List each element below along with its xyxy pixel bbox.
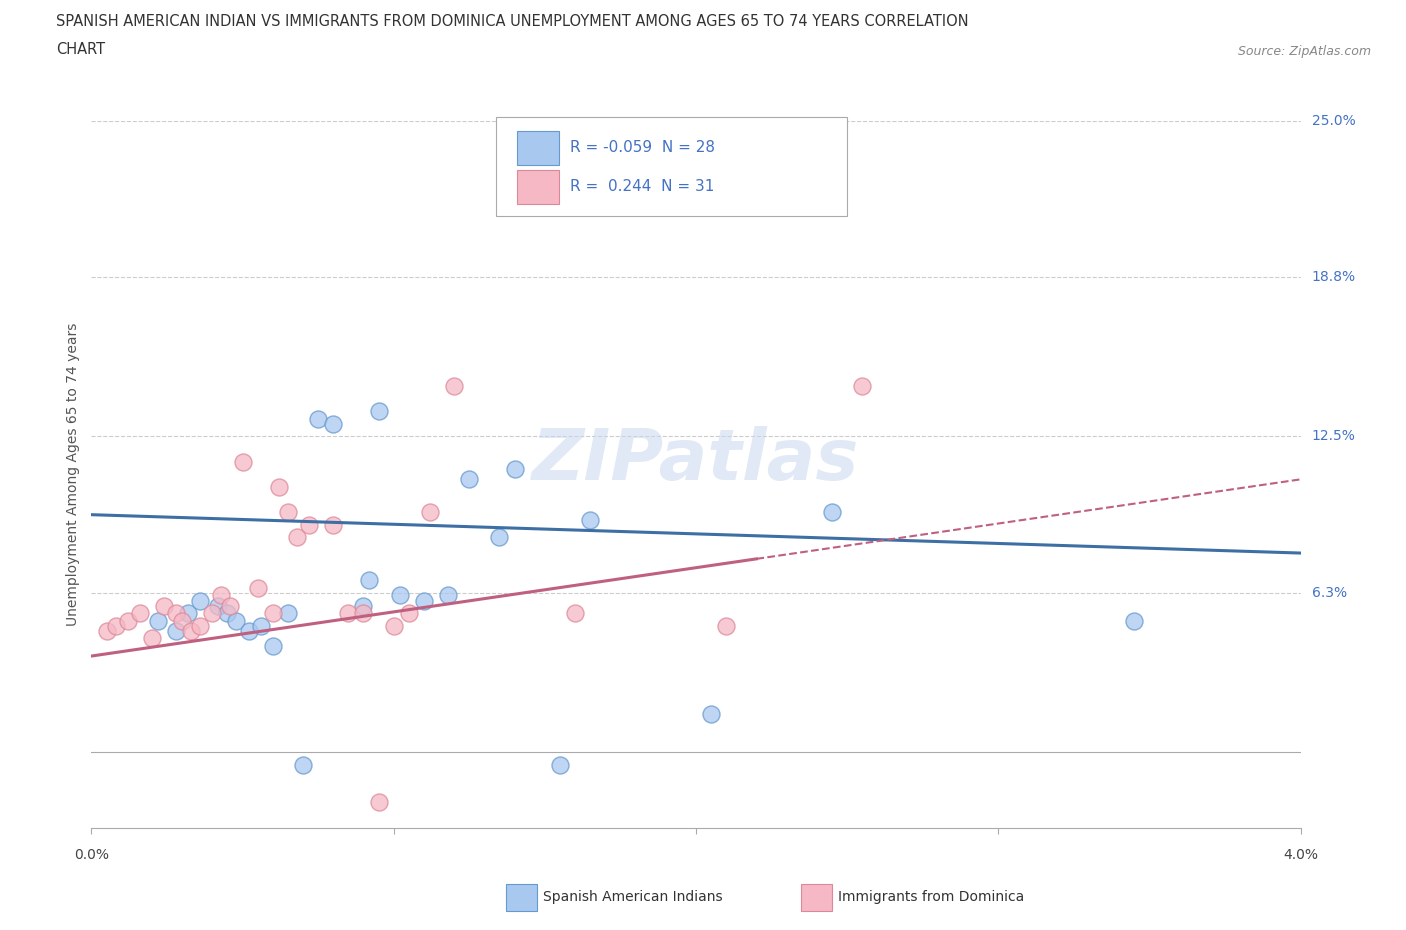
Bar <box>517 170 560 205</box>
Point <box>458 472 481 486</box>
Point <box>564 605 586 620</box>
Point <box>180 623 202 638</box>
Point <box>367 404 389 418</box>
Point <box>821 505 844 520</box>
Text: R =  0.244  N = 31: R = 0.244 N = 31 <box>571 179 714 194</box>
Point <box>141 631 163 645</box>
Point <box>322 417 344 432</box>
Text: CHART: CHART <box>56 42 105 57</box>
Bar <box>517 131 560 165</box>
Point <box>188 593 211 608</box>
Point <box>398 605 420 620</box>
Point <box>1123 613 1146 628</box>
Point <box>388 588 411 603</box>
Point <box>352 598 374 613</box>
Point <box>104 618 127 633</box>
Point <box>307 411 329 426</box>
Point <box>579 512 602 527</box>
Point <box>146 613 169 628</box>
Text: Immigrants from Dominica: Immigrants from Dominica <box>838 890 1024 905</box>
Point <box>217 605 239 620</box>
Point <box>443 379 465 393</box>
Point <box>188 618 211 633</box>
Text: 18.8%: 18.8% <box>1312 271 1355 285</box>
Point <box>96 623 118 638</box>
Point <box>262 605 284 620</box>
Point <box>207 598 229 613</box>
Point <box>413 593 436 608</box>
Point <box>238 623 260 638</box>
Point <box>851 379 873 393</box>
Point <box>352 605 374 620</box>
Point <box>128 605 150 620</box>
Text: Spanish American Indians: Spanish American Indians <box>543 890 723 905</box>
Point <box>700 707 723 722</box>
Point <box>165 605 187 620</box>
Point <box>177 605 200 620</box>
Point <box>231 454 253 469</box>
Point <box>419 505 441 520</box>
Point <box>503 462 526 477</box>
Text: 0.0%: 0.0% <box>75 848 108 862</box>
Point <box>249 618 271 633</box>
Point <box>277 605 299 620</box>
Point <box>291 757 314 772</box>
Point <box>225 613 247 628</box>
Point <box>219 598 242 613</box>
Point <box>285 530 308 545</box>
Point <box>298 517 321 532</box>
Point <box>172 613 194 628</box>
Y-axis label: Unemployment Among Ages 65 to 74 years: Unemployment Among Ages 65 to 74 years <box>66 323 80 626</box>
Point <box>382 618 405 633</box>
Point <box>548 757 571 772</box>
FancyBboxPatch shape <box>496 117 846 217</box>
Point <box>367 795 389 810</box>
Point <box>165 623 187 638</box>
Point <box>322 517 344 532</box>
Point <box>262 639 284 654</box>
Point <box>359 573 381 588</box>
Text: SPANISH AMERICAN INDIAN VS IMMIGRANTS FROM DOMINICA UNEMPLOYMENT AMONG AGES 65 T: SPANISH AMERICAN INDIAN VS IMMIGRANTS FR… <box>56 14 969 29</box>
Text: 4.0%: 4.0% <box>1284 848 1317 862</box>
Point <box>714 618 737 633</box>
Text: 25.0%: 25.0% <box>1312 113 1355 128</box>
Point <box>153 598 176 613</box>
Text: R = -0.059  N = 28: R = -0.059 N = 28 <box>571 140 716 154</box>
Text: 12.5%: 12.5% <box>1312 430 1355 444</box>
Point <box>117 613 139 628</box>
Point <box>246 580 269 595</box>
Point <box>201 605 224 620</box>
Point <box>437 588 460 603</box>
Text: ZIPatlas: ZIPatlas <box>533 426 859 495</box>
Text: Source: ZipAtlas.com: Source: ZipAtlas.com <box>1237 45 1371 58</box>
Point <box>277 505 299 520</box>
Point <box>267 480 290 495</box>
Point <box>209 588 232 603</box>
Point <box>337 605 360 620</box>
Point <box>488 530 510 545</box>
Text: 6.3%: 6.3% <box>1312 586 1347 600</box>
